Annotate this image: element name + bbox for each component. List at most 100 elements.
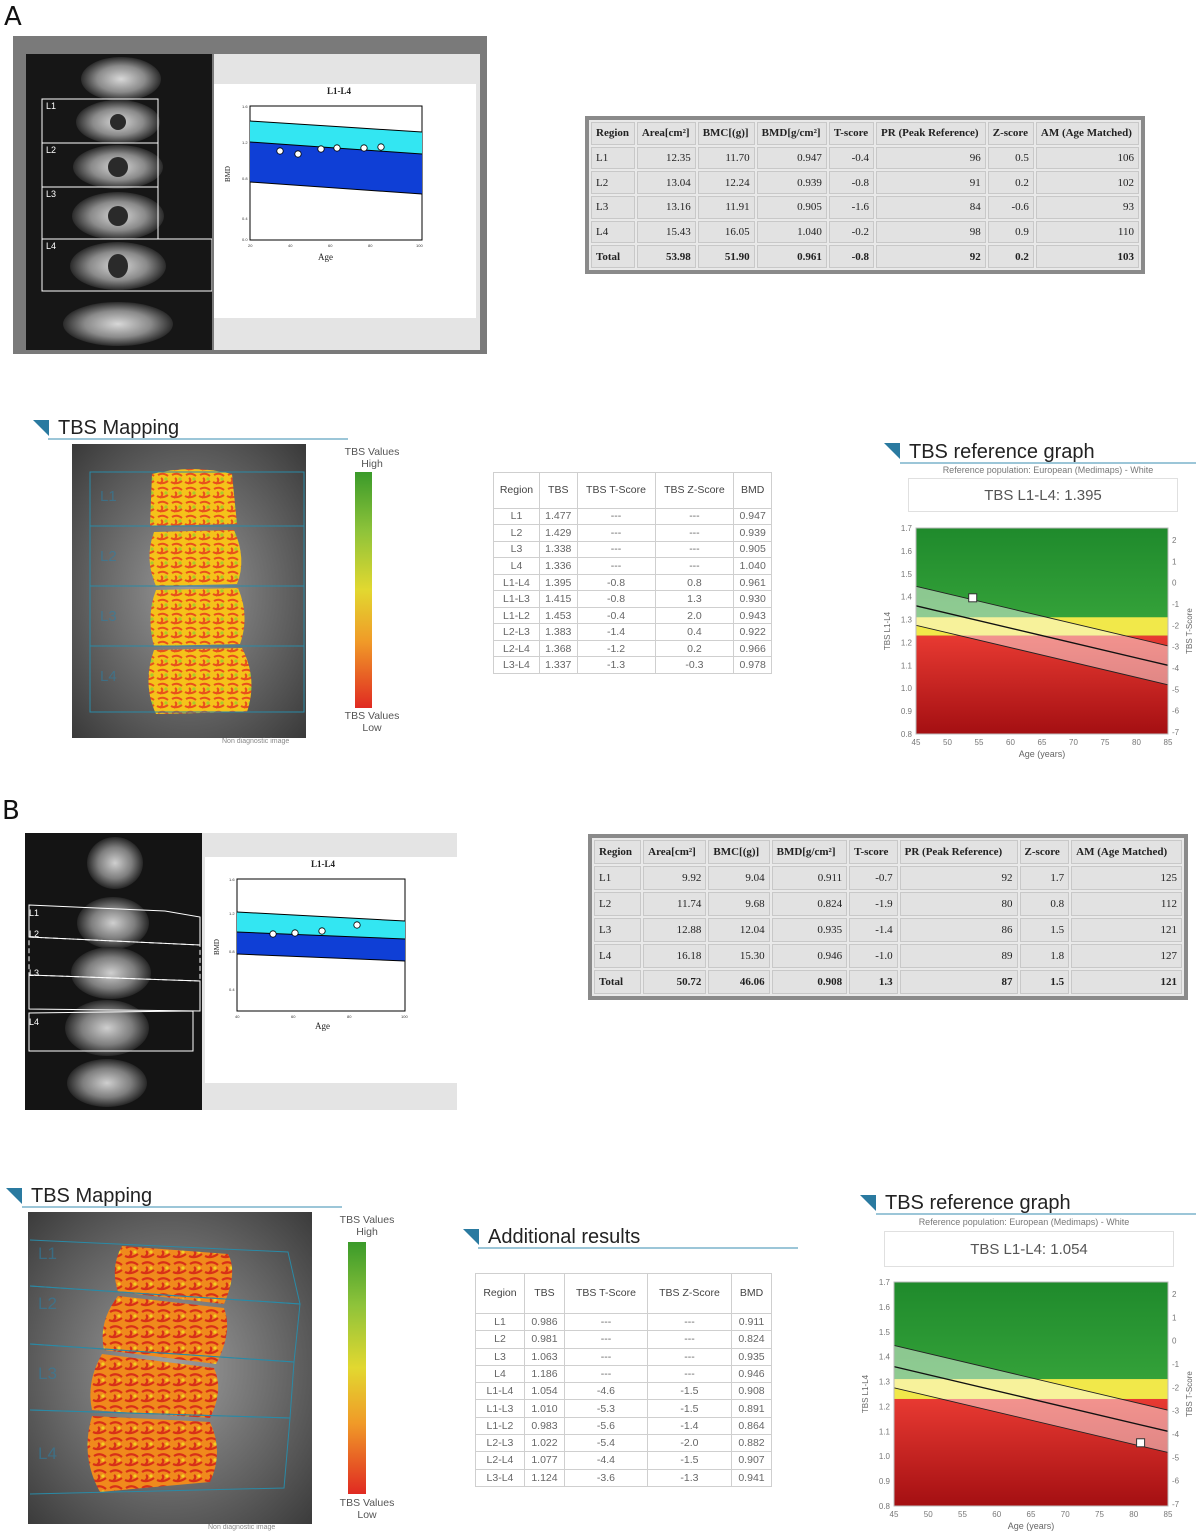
header-cell: PR (Peak Reference)	[899, 840, 1018, 864]
svg-text:100: 100	[416, 243, 423, 248]
table-cell: L2	[591, 171, 635, 194]
svg-text:0.8: 0.8	[229, 949, 235, 954]
b-additional-title-underline	[478, 1247, 798, 1249]
table-cell: ---	[646, 1330, 732, 1349]
header-cell: TBS	[523, 1273, 565, 1314]
a-legend-high: TBS Values High	[336, 446, 408, 470]
table-row: L1-L3 1.415 -0.8 1.3 0.930	[493, 590, 772, 608]
table-cell: 0.2	[654, 639, 735, 658]
table-cell: 13.04	[636, 171, 696, 194]
table-cell: 1.124	[523, 1468, 565, 1488]
svg-text:0.4: 0.4	[242, 216, 248, 221]
plot-frame	[893, 1281, 1169, 1507]
y2-axis-label: TBS T-Score	[1185, 608, 1194, 654]
table-cell: 1.429	[538, 524, 578, 542]
table-cell: 11.74	[643, 892, 707, 916]
a-dxa-header-row: Region Area[cm²] BMC[(g)] BMD[g/cm²] T-s…	[591, 122, 1139, 145]
b-legend-high: TBS Values High	[330, 1214, 404, 1238]
a-mapping-flag-icon	[33, 420, 49, 436]
table-cell: 0.2	[987, 171, 1034, 194]
a-tbs-table-body: L1 1.477 --- --- 0.947 L2 1.429 --- --- 0.939 L3 1.…	[493, 507, 772, 674]
table-cell: -1.5	[646, 1382, 732, 1401]
x-tick-label: 55	[975, 738, 984, 747]
table-cell: 0.946	[730, 1364, 773, 1384]
b-mapping-label-l2: L2	[38, 1294, 57, 1313]
table-cell: ---	[646, 1347, 732, 1366]
table-cell: L3-L4	[475, 1468, 525, 1488]
plot-frame	[915, 527, 1169, 735]
table-cell: 1.040	[733, 557, 772, 575]
table-row: L2 11.74 9.68 0.824 -1.9 80 0.8 112	[594, 892, 1182, 916]
table-cell: Total	[591, 245, 635, 268]
table-cell: 53.98	[636, 245, 696, 268]
table-cell: L1-L2	[475, 1416, 525, 1436]
table-cell: L3	[493, 540, 540, 559]
plot-area	[915, 527, 1169, 735]
x-tick-label: 70	[1061, 1510, 1070, 1519]
b-dxa-table: Region Area[cm²] BMC[(g)] BMD[g/cm²] T-s…	[592, 838, 1184, 996]
table-cell: L4	[493, 557, 540, 575]
header-cell: BMD[g/cm²]	[771, 840, 848, 864]
table-cell: L1	[475, 1312, 525, 1332]
table-cell: -1.2	[576, 639, 656, 658]
table-cell: 0.946	[771, 944, 848, 968]
table-cell: 1.3	[654, 590, 735, 608]
table-cell: 9.68	[708, 892, 770, 916]
svg-text:1.6: 1.6	[229, 877, 235, 882]
a-dxa-chart-xlabel: Age	[318, 252, 333, 262]
table-cell: 15.30	[708, 944, 770, 968]
age-matched-mean-line	[893, 1365, 1169, 1433]
b-dxa-label-l3: L3	[29, 968, 40, 978]
b-mapping-flag-icon	[6, 1188, 22, 1204]
svg-text:60: 60	[328, 243, 333, 248]
table-cell: L2	[475, 1330, 525, 1349]
table-cell: 0.966	[733, 639, 772, 658]
a-dxa-spine-svg	[26, 54, 212, 350]
a-legend-high-line1: TBS Values	[344, 446, 400, 458]
table-row: L1-L4 1.054 -4.6 -1.5 0.908	[475, 1382, 773, 1401]
x-tick-label: 75	[1101, 738, 1110, 747]
table-cell: -0.8	[576, 590, 656, 608]
table-cell: 0.2	[987, 245, 1034, 268]
a-dxa-frame: L1 L2 L3 L4 L1-L4 1.6 1.2 0.8 0.4 0.0 20 40 60…	[13, 36, 487, 354]
header-cell: Z-score	[987, 122, 1034, 145]
table-cell: 0.8	[1019, 892, 1070, 916]
b-dxa-chart-title: L1-L4	[310, 859, 335, 869]
b-dxa-results-table: Region Area[cm²] BMC[(g)] BMD[g/cm²] T-s…	[588, 834, 1188, 1000]
table-cell: L2	[594, 892, 642, 916]
table-cell: ---	[576, 540, 656, 559]
b-dxa-bmd-chart: 1.6 1.2 0.8 0.4 40 60 80 100	[229, 877, 408, 1019]
x-tick-label: 80	[1129, 1510, 1138, 1519]
y2-tick-label: -6	[1172, 1477, 1180, 1486]
table-cell: 84	[876, 195, 986, 219]
a-mapping-footnote: Non diagnostic image	[222, 738, 290, 745]
table-row: L1-L3 1.010 -5.3 -1.5 0.891	[475, 1399, 773, 1418]
table-cell: 9.04	[708, 866, 770, 890]
x-tick-label: 85	[1164, 738, 1173, 747]
table-row: L3 1.338 --- --- 0.905	[493, 540, 772, 559]
table-cell: L1	[591, 146, 635, 170]
table-cell: -0.4	[576, 606, 656, 625]
table-cell: -4.6	[563, 1382, 648, 1401]
b-mapping-title: TBS Mapping	[31, 1185, 153, 1207]
b-dxa-header-row: Region Area[cm²] BMC[(g)] BMD[g/cm²] T-s…	[594, 840, 1182, 864]
table-cell: 87	[899, 970, 1018, 994]
header-cell: BMD	[733, 472, 772, 509]
table-cell: L4	[591, 220, 635, 244]
b-dxa-spine-svg	[25, 833, 202, 1110]
x-tick-label: 65	[1038, 738, 1047, 747]
table-cell: 0.905	[733, 540, 772, 559]
x-tick-label: 75	[1095, 1510, 1104, 1519]
header-cell: AM (Age Matched)	[1071, 840, 1182, 864]
y2-tick-label: -2	[1172, 1383, 1180, 1392]
b-tbs-table-body: L1 0.986 --- --- 0.911 L2 0.981 --- --- 0.824 L3 1.…	[475, 1312, 773, 1488]
b-dxa-label-l2: L2	[29, 929, 40, 939]
header-cell: BMC[(g)]	[708, 840, 770, 864]
table-cell: 0.922	[733, 623, 772, 641]
y2-axis-label: TBS T-Score	[1185, 1371, 1194, 1417]
a-ref-flag-icon	[884, 443, 900, 459]
a-dxa-chart-panel: L1-L4 1.6 1.2 0.8 0.4 0.0 20 40 60 80 100 Age BM…	[214, 54, 480, 350]
svg-text:80: 80	[368, 243, 373, 248]
table-cell: -1.9	[849, 892, 898, 916]
b-dxa-chart-area: L1-L4 1.6 1.2 0.8 0.4 40 60 80 100 Age BMD	[205, 857, 457, 1083]
